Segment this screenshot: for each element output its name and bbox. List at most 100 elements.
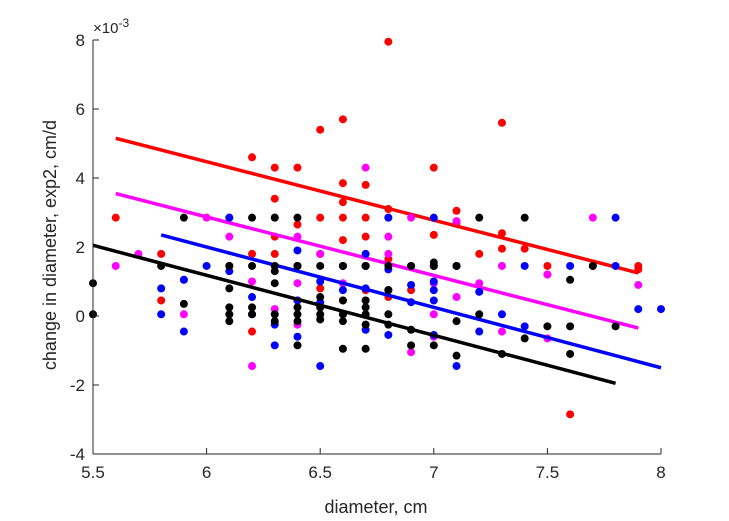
data-point bbox=[611, 213, 620, 222]
x-tick-label: 7.5 bbox=[536, 463, 560, 482]
data-point bbox=[270, 194, 279, 203]
x-axis-label: diameter, cm bbox=[324, 497, 427, 517]
data-point bbox=[384, 310, 393, 319]
data-point bbox=[588, 213, 597, 222]
data-point bbox=[293, 303, 302, 312]
data-point bbox=[338, 261, 347, 270]
data-point bbox=[316, 249, 325, 258]
y-tick-label: -4 bbox=[70, 445, 85, 464]
data-point bbox=[293, 163, 302, 172]
data-point bbox=[452, 317, 461, 326]
data-point bbox=[157, 284, 166, 293]
data-point bbox=[316, 293, 325, 302]
data-point bbox=[429, 213, 438, 222]
data-point bbox=[338, 213, 347, 222]
data-point bbox=[475, 327, 484, 336]
data-point bbox=[520, 213, 529, 222]
data-point bbox=[111, 261, 120, 270]
y-axis-exponent-power: -3 bbox=[118, 16, 129, 30]
data-point bbox=[543, 322, 552, 331]
data-point bbox=[179, 275, 188, 284]
data-point bbox=[452, 217, 461, 226]
data-point bbox=[566, 410, 575, 419]
data-point bbox=[316, 261, 325, 270]
data-point bbox=[338, 236, 347, 245]
y-tick-label: -2 bbox=[70, 376, 85, 395]
data-point bbox=[157, 296, 166, 305]
data-point bbox=[384, 261, 393, 270]
data-point bbox=[361, 163, 370, 172]
data-point bbox=[270, 249, 279, 258]
data-point bbox=[270, 317, 279, 326]
data-point bbox=[338, 296, 347, 305]
data-point bbox=[248, 153, 257, 162]
data-point bbox=[475, 310, 484, 319]
x-tick-label: 5.5 bbox=[81, 463, 105, 482]
data-point bbox=[452, 293, 461, 302]
data-point bbox=[361, 180, 370, 189]
data-point bbox=[293, 261, 302, 270]
data-point bbox=[248, 362, 257, 371]
data-point bbox=[497, 261, 506, 270]
data-point bbox=[497, 310, 506, 319]
data-point bbox=[270, 267, 279, 276]
data-point bbox=[248, 310, 257, 319]
data-point bbox=[634, 280, 643, 289]
y-tick-label: 6 bbox=[76, 100, 85, 119]
data-point bbox=[429, 286, 438, 295]
x-tick-label: 6.5 bbox=[308, 463, 332, 482]
data-point bbox=[270, 279, 279, 288]
data-point bbox=[248, 249, 257, 258]
data-point bbox=[293, 213, 302, 222]
data-point bbox=[384, 286, 393, 295]
data-point bbox=[270, 213, 279, 222]
data-point bbox=[429, 310, 438, 319]
data-point bbox=[225, 310, 234, 319]
data-point bbox=[316, 362, 325, 371]
x-tick-label: 7 bbox=[429, 463, 438, 482]
data-point bbox=[566, 322, 575, 331]
data-point bbox=[179, 213, 188, 222]
data-point bbox=[497, 327, 506, 336]
data-point bbox=[407, 341, 416, 350]
data-point bbox=[157, 249, 166, 258]
y-axis-exponent-base: ×10 bbox=[93, 20, 118, 37]
data-point bbox=[520, 244, 529, 253]
data-point bbox=[361, 296, 370, 305]
data-point bbox=[202, 261, 211, 270]
axes: 5.5 6 6.5 7 7.5 8 -4 -2 0 2 4 6 8 bbox=[70, 31, 666, 482]
data-point bbox=[361, 213, 370, 222]
data-point bbox=[475, 287, 484, 296]
data-point bbox=[270, 310, 279, 319]
x-tick-label: 8 bbox=[656, 463, 665, 482]
y-tick-label: 8 bbox=[76, 31, 85, 50]
data-point bbox=[225, 317, 234, 326]
data-point bbox=[429, 277, 438, 286]
data-point bbox=[338, 198, 347, 207]
data-point bbox=[225, 303, 234, 312]
y-axis-exponent: ×10-3 bbox=[93, 16, 129, 37]
data-point bbox=[179, 299, 188, 308]
data-point bbox=[407, 280, 416, 289]
data-point bbox=[429, 230, 438, 239]
data-point bbox=[361, 249, 370, 258]
series-group bbox=[111, 37, 643, 419]
data-point bbox=[248, 327, 257, 336]
data-point bbox=[338, 179, 347, 188]
data-point bbox=[361, 232, 370, 241]
data-point bbox=[634, 305, 643, 314]
series-layer bbox=[89, 37, 665, 419]
data-point bbox=[225, 284, 234, 293]
data-point bbox=[611, 261, 620, 270]
series-group bbox=[89, 213, 620, 385]
data-point bbox=[293, 341, 302, 350]
y-tick-label: 4 bbox=[76, 169, 85, 188]
data-point bbox=[452, 351, 461, 360]
data-point bbox=[657, 305, 665, 314]
data-point bbox=[248, 213, 257, 222]
y-axis-label: change in diameter, exp2, cm/d bbox=[40, 120, 60, 370]
data-point bbox=[429, 341, 438, 350]
series-group bbox=[111, 163, 643, 371]
data-point bbox=[270, 341, 279, 350]
